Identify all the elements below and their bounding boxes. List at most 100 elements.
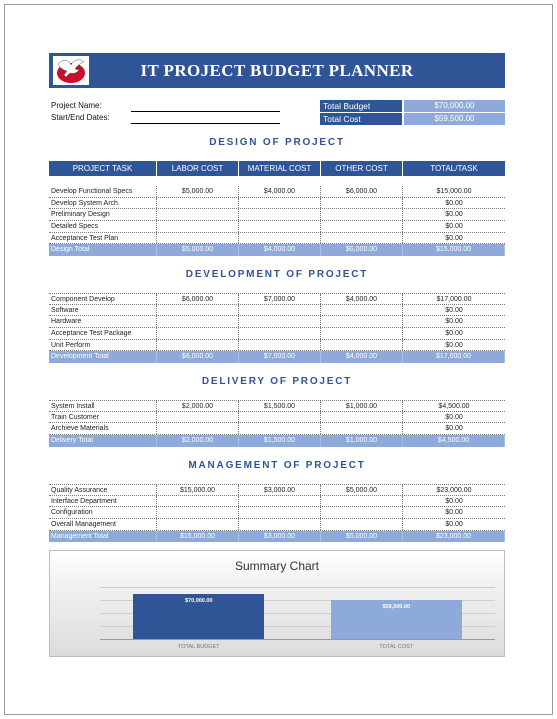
table-row: Train Customer $0.00 (49, 411, 505, 424)
table-row: Acceptance Test Package $0.00 (49, 328, 505, 340)
labor-cell (157, 423, 239, 435)
total-cell: $0.00 (445, 199, 463, 207)
title-banner: IT PROJECT BUDGET PLANNER (49, 53, 505, 88)
labor-total-cell: $5,000.00 (157, 244, 239, 257)
material-cell (239, 507, 321, 519)
material-cell (239, 411, 321, 423)
labor-cell (157, 328, 239, 339)
chart-data-label: $59,500.00 (382, 604, 411, 611)
table-row: Develop Functional Specs $5,000.00 $4,00… (49, 186, 505, 198)
labor-cell (157, 304, 239, 316)
other-cell (321, 507, 403, 519)
design-table: Develop Functional Specs $5,000.00 $4,00… (49, 186, 505, 257)
total-cell: $23,000.00 (436, 487, 472, 494)
table-row: Configuration $0.00 (49, 507, 505, 520)
dates-field[interactable] (131, 123, 280, 124)
total-cell: $15,000.00 (436, 188, 472, 195)
labor-cell: $5,000.00 (157, 186, 239, 197)
dates-label: Start/End Dates: (51, 113, 110, 122)
section-title-management: MANAGEMENT OF PROJECT (188, 460, 366, 471)
table-row: Acceptance Test Plan $0.00 (49, 232, 505, 245)
chart-data-label: $70,000.00 (184, 597, 213, 604)
other-cell (321, 495, 403, 507)
chart-category-label: TOTAL BUDGET (178, 644, 220, 650)
labor-total-cell: $6,000.00 (157, 351, 239, 364)
labor-cell (157, 339, 239, 351)
task-cell: Develop System Arch. (49, 197, 157, 209)
labor-cell (157, 197, 239, 209)
pegasus-logo-icon (53, 56, 89, 85)
total-cell: $0.00 (445, 425, 463, 433)
material-total-cell: $4,000.00 (239, 244, 321, 257)
other-cell (321, 232, 403, 244)
labor-cell (157, 232, 239, 244)
development-table: Component Develop $6,000.00 $7,000.00 $4… (49, 293, 505, 364)
table-row: Unit Perform $0.00 (49, 339, 505, 352)
total-label-cell: Management Total (49, 530, 157, 543)
total-cell: $0.00 (445, 413, 463, 421)
material-total-cell: $7,000.00 (239, 351, 321, 364)
other-cell: $6,000.00 (321, 186, 403, 197)
material-cell: $3,000.00 (239, 485, 321, 495)
task-cell: Component Develop (49, 294, 157, 304)
other-total-cell: $5,000.00 (321, 530, 403, 543)
management-table: Quality Assurance $15,000.00 $3,000.00 $… (49, 484, 505, 543)
task-cell: Quality Assurance (49, 485, 157, 495)
table-row: Software $0.00 (49, 304, 505, 317)
table-row: Overall Management $0.00 (49, 519, 505, 531)
total-cell: $0.00 (445, 497, 463, 505)
other-cell: $1,000.00 (321, 401, 403, 411)
project-name-field[interactable] (131, 111, 280, 112)
labor-cell (157, 316, 239, 328)
header-other: OTHER COST (321, 161, 403, 176)
other-cell (321, 423, 403, 435)
total-label-cell: Design Total (49, 244, 157, 257)
total-budget-value: $70,000.00 (404, 100, 505, 112)
other-cell (321, 221, 403, 232)
material-cell (239, 519, 321, 530)
delivery-table: System Install $2,000.00 $1,500.00 $1,00… (49, 400, 505, 447)
task-cell: Software (49, 304, 157, 316)
labor-cell (157, 411, 239, 423)
labor-total-cell: $15,000.00 (157, 530, 239, 543)
other-cell (321, 328, 403, 339)
table-row: Interface Department $0.00 (49, 495, 505, 508)
material-cell (239, 304, 321, 316)
other-cell (321, 304, 403, 316)
grand-total-cell: $17,000.00 (403, 351, 505, 364)
chart-gridline (100, 600, 495, 601)
header-total: TOTAL/TASK (430, 164, 478, 173)
table-row: Component Develop $6,000.00 $7,000.00 $4… (49, 293, 505, 305)
material-cell (239, 221, 321, 232)
table-row: Archieve Materials $0.00 (49, 423, 505, 436)
section-title-development: DEVELOPMENT OF PROJECT (185, 269, 369, 280)
other-total-cell: $6,000.00 (321, 244, 403, 257)
total-cell: $0.00 (445, 318, 463, 326)
header-task: PROJECT TASK (49, 161, 157, 176)
material-cell (239, 328, 321, 339)
labor-cell (157, 221, 239, 232)
table-row: Develop System Arch. $0.00 (49, 197, 505, 210)
chart-gridline (100, 587, 495, 588)
other-cell (321, 411, 403, 423)
chart-gridline (100, 626, 495, 627)
summary-chart: Summary Chart $70,000.00 TOTAL BUDGET $59,… (49, 550, 505, 657)
total-cell: $4,500.00 (438, 403, 470, 410)
task-cell: Acceptance Test Package (49, 328, 157, 339)
total-cell: $0.00 (445, 330, 463, 338)
total-label-cell: Development Total (49, 351, 157, 364)
other-total-cell: $4,000.00 (321, 351, 403, 364)
task-cell: Overall Management (49, 519, 157, 530)
header-labor: LABOR COST (157, 161, 239, 176)
material-cell (239, 495, 321, 507)
task-cell: Detailed Specs (49, 221, 157, 232)
total-cell: $0.00 (445, 509, 463, 517)
table-header: PROJECT TASK LABOR COST MATERIAL COST OT… (49, 161, 505, 176)
chart-bar-0: $70,000.00 (133, 593, 265, 639)
chart-gridline (100, 613, 495, 614)
table-row: System Install $2,000.00 $1,500.00 $1,00… (49, 400, 505, 412)
table-row: Preliminary Design $0.00 (49, 209, 505, 222)
chart-category-label: TOTAL COST (379, 644, 414, 650)
total-cell: $0.00 (445, 341, 463, 349)
section-title-delivery: DELIVERY OF PROJECT (201, 376, 353, 387)
